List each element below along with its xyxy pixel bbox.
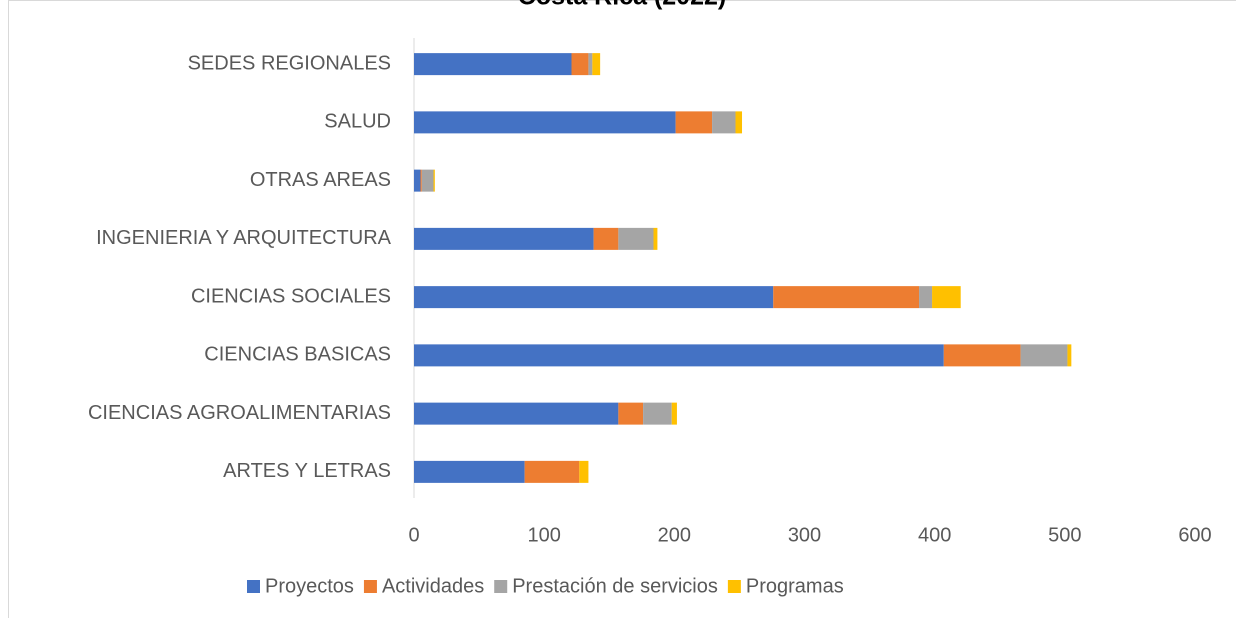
bar-segment [653, 227, 658, 250]
bar-segment [579, 460, 589, 483]
bar-segment [773, 286, 920, 309]
y-tick-label: OTRAS AREAS [250, 169, 391, 191]
legend-swatch [494, 580, 508, 593]
x-tick-label: 400 [918, 524, 951, 546]
legend-label: Proyectos [265, 575, 354, 597]
bar-segment [571, 53, 589, 76]
legend-swatch [363, 580, 377, 593]
bar-segment [421, 169, 434, 192]
y-tick-label: SALUD [324, 111, 391, 133]
bar-segment [414, 169, 421, 192]
bar-segment [420, 169, 422, 192]
y-tick-label: INGENIERIA Y ARQUITECTURA [96, 227, 392, 249]
bar-segment [592, 53, 601, 76]
bar-segment [433, 169, 435, 192]
chart-title: Costa Rica (2022) [518, 0, 726, 11]
bar-segment [675, 111, 713, 134]
bar-segment [593, 227, 619, 250]
x-tick-label: 300 [788, 524, 821, 546]
legend-label: Prestación de servicios [512, 575, 718, 597]
bar-segment [943, 344, 1021, 367]
legend-swatch [247, 580, 260, 593]
y-tick-label: CIENCIAS AGROALIMENTARIAS [88, 402, 391, 424]
bar-segment [588, 53, 593, 76]
bar-segment [1067, 344, 1072, 367]
bar-segment [735, 111, 743, 134]
x-tick-label: 0 [408, 524, 419, 546]
bar-segment [524, 460, 580, 483]
y-tick-label: SEDES REGIONALES [188, 52, 391, 74]
bar-segment [618, 227, 654, 250]
x-tick-label: 100 [527, 524, 560, 546]
bar-segment [414, 111, 676, 134]
x-tick-label: 200 [658, 524, 691, 546]
bar-segment [643, 402, 672, 425]
bar-segment [618, 402, 644, 425]
bar-segment [414, 460, 525, 483]
bar-segment [1020, 344, 1068, 367]
x-tick-label: 600 [1178, 524, 1211, 546]
y-tick-label: CIENCIAS SOCIALES [191, 285, 391, 307]
x-tick-label: 500 [1048, 524, 1081, 546]
bar-segment [414, 53, 572, 76]
bar-segment [414, 344, 944, 367]
bar-segment [414, 286, 774, 309]
bar-segment [414, 227, 594, 250]
y-tick-label: CIENCIAS BASICAS [204, 344, 391, 366]
y-tick-label: ARTES Y LETRAS [223, 460, 391, 482]
bar-segment [919, 286, 933, 309]
bar-segment [414, 402, 619, 425]
legend-swatch [727, 580, 741, 593]
bar-segment [671, 402, 677, 425]
bar-segment [932, 286, 961, 309]
legend-label: Actividades [382, 575, 484, 597]
bar-segment [712, 111, 736, 134]
legend-label: Programas [746, 575, 844, 597]
